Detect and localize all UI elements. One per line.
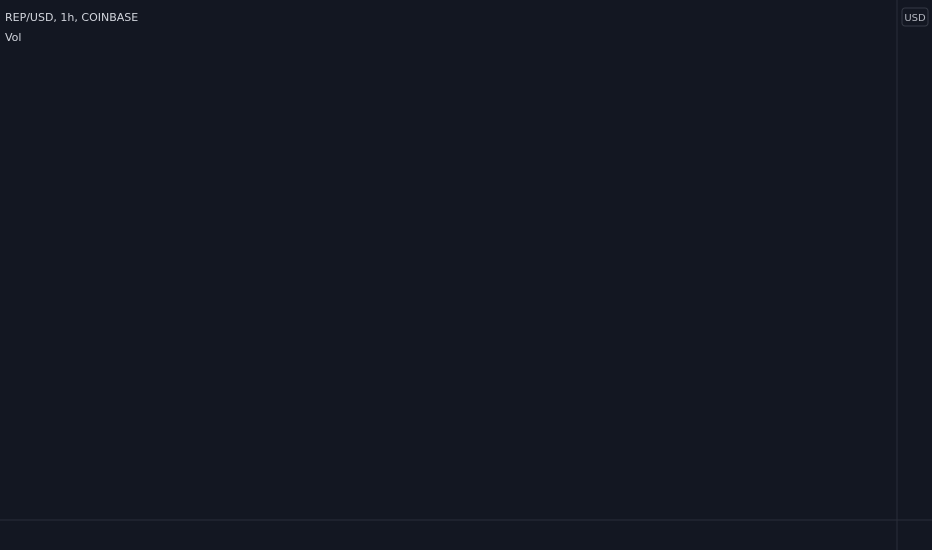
currency-label[interactable]: USD bbox=[904, 13, 926, 24]
currency-box[interactable] bbox=[901, 7, 929, 27]
symbol-title: REP/USD, 1h, COINBASE bbox=[5, 11, 138, 24]
volume-label: Vol bbox=[5, 31, 21, 44]
